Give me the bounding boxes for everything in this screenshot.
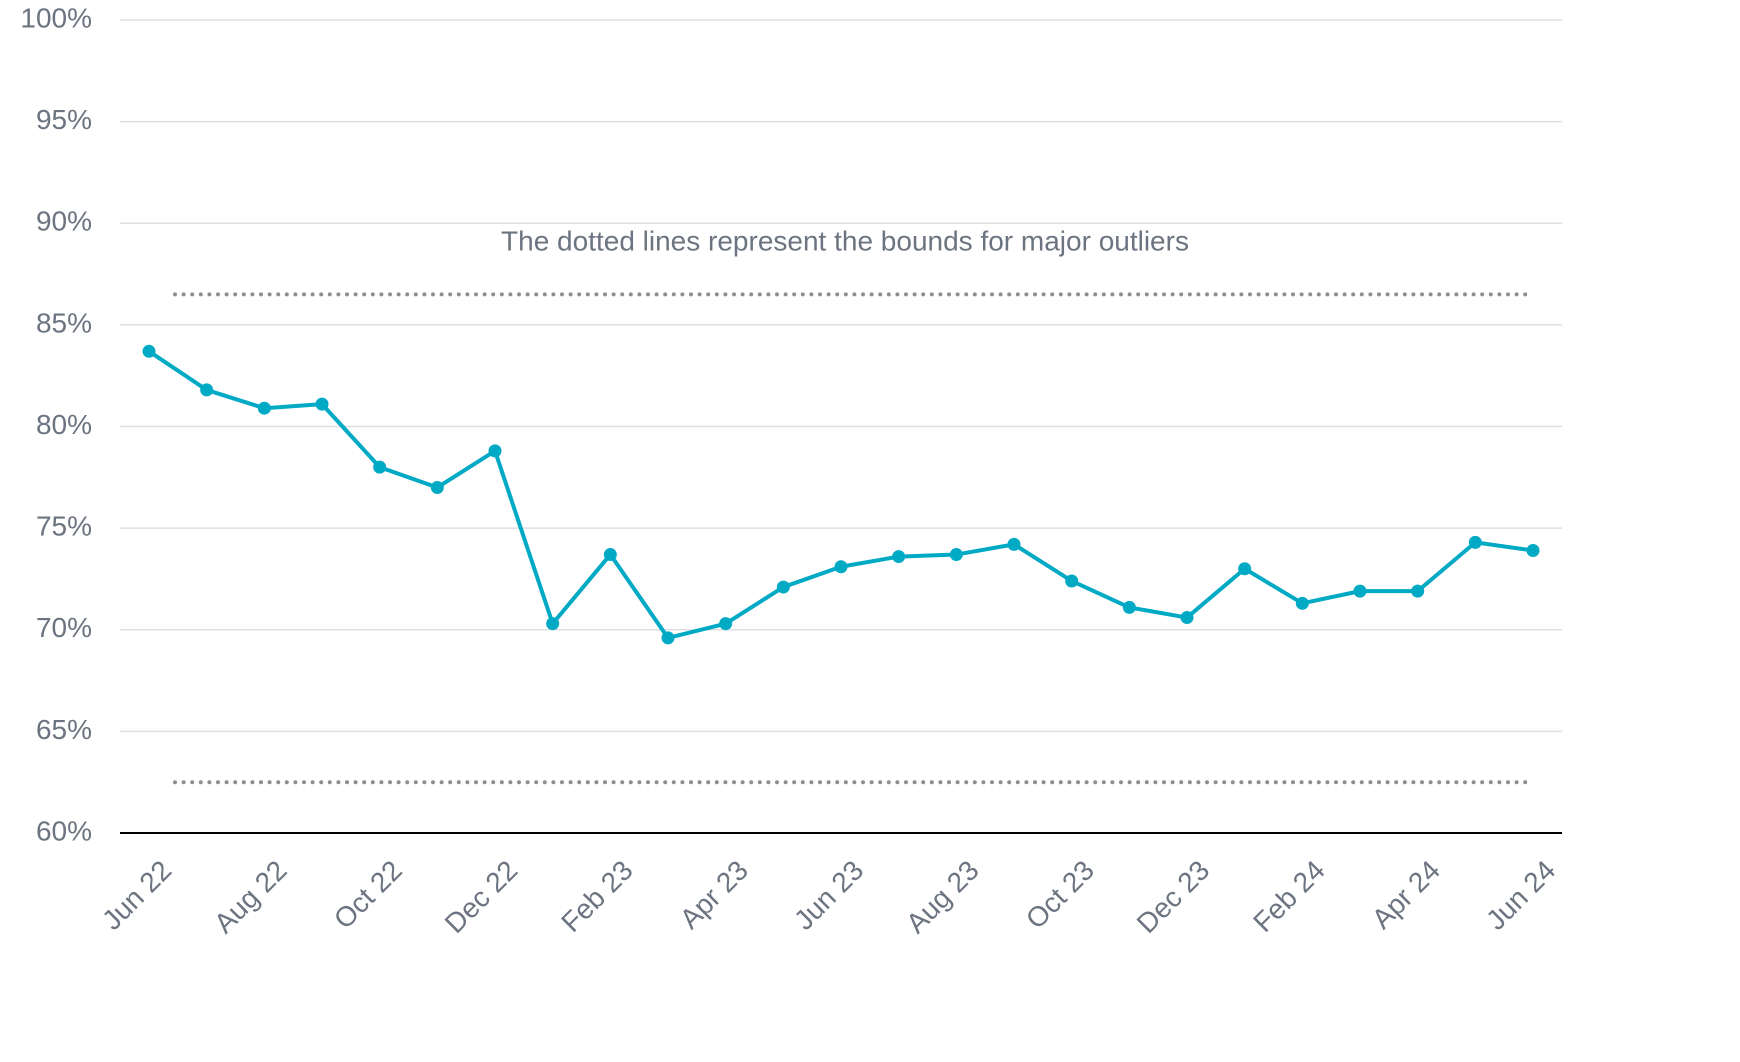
- y-tick-label: 85%: [36, 307, 92, 338]
- point: [1526, 543, 1540, 557]
- point: [949, 548, 963, 562]
- x-tick-label: Oct 23: [1020, 854, 1100, 934]
- x-tick-label: Jun 22: [96, 854, 177, 935]
- x-tick-label: Feb 23: [555, 854, 639, 938]
- x-tick-label: Dec 23: [1131, 854, 1216, 939]
- point: [373, 460, 387, 474]
- y-tick-label: 100%: [20, 2, 92, 33]
- x-tick-label: Jun 23: [788, 854, 869, 935]
- x-tick-label: Apr 23: [674, 854, 754, 934]
- y-tick-label: 90%: [36, 206, 92, 237]
- point: [1065, 574, 1079, 588]
- y-tick-label: 65%: [36, 714, 92, 745]
- point: [1295, 596, 1309, 610]
- point: [1411, 584, 1425, 598]
- point: [1353, 584, 1367, 598]
- point: [488, 444, 502, 458]
- x-tick-label: Oct 22: [328, 854, 408, 934]
- point: [1180, 611, 1194, 625]
- point: [834, 560, 848, 574]
- point: [661, 631, 675, 645]
- point: [1238, 562, 1252, 576]
- point: [1468, 535, 1482, 549]
- point: [315, 397, 329, 411]
- y-tick-label: 60%: [36, 815, 92, 846]
- x-tick-label: Apr 24: [1366, 854, 1446, 934]
- point: [200, 383, 214, 397]
- x-tick-label: Dec 22: [439, 854, 524, 939]
- x-tick-label: Jun 24: [1480, 854, 1561, 935]
- point: [257, 401, 271, 415]
- y-tick-label: 75%: [36, 511, 92, 542]
- point: [430, 480, 444, 494]
- y-tick-label: 80%: [36, 409, 92, 440]
- point: [776, 580, 790, 594]
- point: [892, 550, 906, 564]
- y-tick-label: 70%: [36, 612, 92, 643]
- point: [1122, 600, 1136, 614]
- series-line: [147, 349, 1534, 640]
- point: [603, 548, 617, 562]
- point: [1007, 537, 1021, 551]
- point: [719, 617, 733, 631]
- x-tick-label: Aug 23: [900, 854, 985, 939]
- x-tick-label: Aug 22: [208, 854, 293, 939]
- y-tick-label: 95%: [36, 104, 92, 135]
- point: [546, 617, 560, 631]
- x-tick-label: Feb 24: [1247, 854, 1331, 938]
- point: [142, 344, 156, 358]
- annotation: The dotted lines represent the bounds fo…: [501, 225, 1189, 256]
